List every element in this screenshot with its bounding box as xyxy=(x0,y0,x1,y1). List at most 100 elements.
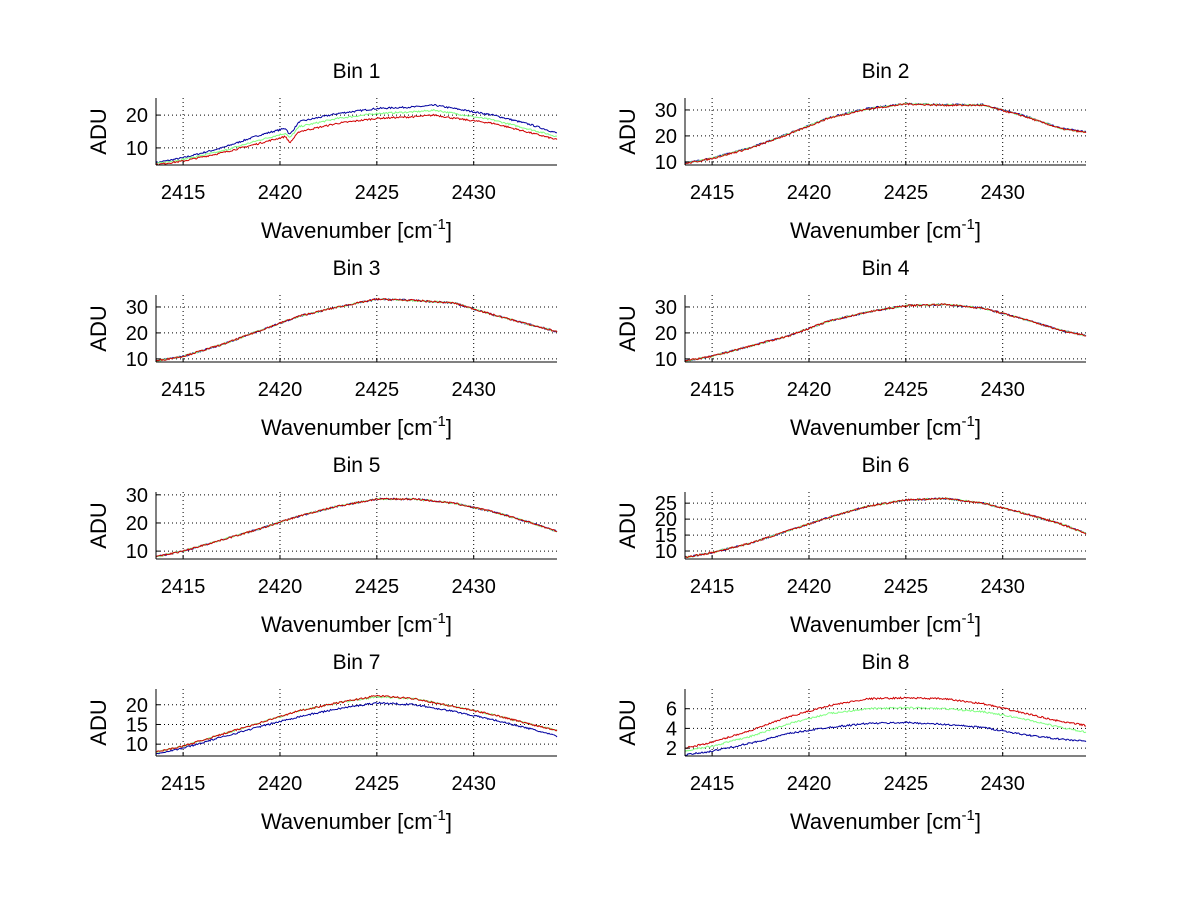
series-line-green xyxy=(155,297,558,362)
y-tick-label: 30 xyxy=(126,297,148,319)
y-tick-label: 30 xyxy=(655,297,677,319)
y-tick-label: 4 xyxy=(666,718,677,740)
x-tick-label: 2425 xyxy=(884,182,929,204)
x-tick-label: 2430 xyxy=(980,182,1025,204)
y-tick-label: 20 xyxy=(126,105,148,127)
x-tick-label: 2420 xyxy=(787,379,832,401)
subplot-title: Bin 1 xyxy=(333,60,381,83)
x-tick-label: 2425 xyxy=(884,379,929,401)
series-line-green xyxy=(684,497,1087,558)
x-tick-label: 2430 xyxy=(451,773,496,795)
series-line-blue xyxy=(684,102,1087,164)
y-tick-label: 10 xyxy=(655,152,677,174)
y-tick-label: 15 xyxy=(655,525,677,547)
x-tick-label: 2430 xyxy=(451,379,496,401)
x-tick-label: 2425 xyxy=(884,576,929,598)
x-axis-label: Wavenumber [cm-1] xyxy=(261,216,452,243)
x-tick-label: 2420 xyxy=(787,773,832,795)
y-tick-label: 10 xyxy=(126,541,148,563)
series-line-blue xyxy=(155,497,558,558)
x-tick-label: 2425 xyxy=(355,576,400,598)
series-line-blue xyxy=(155,103,557,164)
y-axis-label: ADU xyxy=(86,108,111,154)
x-tick-label: 2415 xyxy=(161,379,206,401)
subplot-2: 2415 2420 2425 2430 10 20 30 Bin 2 Wavenumber [c… xyxy=(615,60,1087,243)
x-tick-label: 2420 xyxy=(258,576,303,598)
x-tick-label: 2420 xyxy=(258,182,303,204)
x-axis-label: Wavenumber [cm-1] xyxy=(790,610,981,637)
subplot-title: Bin 4 xyxy=(862,257,910,280)
subplot-3: 2415 2420 2425 2430 10 20 30 Bin 3 Wavenumber [c… xyxy=(86,257,558,440)
series-line-green xyxy=(684,102,1087,165)
y-tick-label: 10 xyxy=(126,734,148,756)
x-tick-label: 2430 xyxy=(980,576,1025,598)
subplot-title: Bin 7 xyxy=(333,651,381,674)
subplot-title: Bin 5 xyxy=(333,454,381,477)
x-tick-label: 2415 xyxy=(161,773,206,795)
y-tick-label: 6 xyxy=(666,699,677,721)
x-tick-label: 2425 xyxy=(884,773,929,795)
x-axis-label: Wavenumber [cm-1] xyxy=(261,807,452,834)
x-tick-label: 2425 xyxy=(355,182,400,204)
series-line-red xyxy=(685,497,1087,559)
series-line-green xyxy=(155,497,558,558)
subplot-5: 2415 2420 2425 2430 10 20 30 Bin 5 Wavenumber [c… xyxy=(86,454,558,637)
y-tick-label: 20 xyxy=(655,509,677,531)
x-axis-label: Wavenumber [cm-1] xyxy=(261,413,452,440)
series-line-blue xyxy=(684,303,1087,362)
series-line-red xyxy=(155,497,558,558)
y-tick-label: 20 xyxy=(126,323,148,345)
x-tick-label: 2430 xyxy=(980,379,1025,401)
series-line-blue xyxy=(155,298,558,362)
y-tick-label: 20 xyxy=(655,323,677,345)
x-tick-label: 2420 xyxy=(787,182,832,204)
x-axis-label: Wavenumber [cm-1] xyxy=(790,216,981,243)
series-line-blue xyxy=(685,721,1087,756)
y-axis-label: ADU xyxy=(615,699,640,745)
x-tick-label: 2415 xyxy=(161,182,206,204)
subplot-8: 2415 2420 2425 2430 246 Bin 8 Wavenumber [cm-1… xyxy=(615,651,1087,834)
series-line-red xyxy=(155,694,558,753)
x-tick-label: 2415 xyxy=(690,182,735,204)
x-axis-label: Wavenumber [cm-1] xyxy=(261,610,452,637)
y-tick-label: 25 xyxy=(655,493,677,515)
x-tick-label: 2430 xyxy=(980,773,1025,795)
y-tick-label: 10 xyxy=(126,138,148,160)
series-line-blue xyxy=(155,701,558,755)
x-tick-label: 2415 xyxy=(690,773,735,795)
y-tick-label: 10 xyxy=(655,349,677,371)
subplot-1: 2415 2420 2425 2430 10 20 Bin 1 Wavenumber [cm-… xyxy=(86,60,558,243)
y-axis-label: ADU xyxy=(615,305,640,351)
y-tick-label: 15 xyxy=(126,714,148,736)
x-axis-label: Wavenumber [cm-1] xyxy=(790,413,981,440)
y-tick-label: 20 xyxy=(126,695,148,717)
y-tick-label: 30 xyxy=(126,485,148,507)
y-tick-label: 30 xyxy=(655,100,677,122)
x-tick-label: 2415 xyxy=(161,576,206,598)
y-axis-label: ADU xyxy=(86,502,111,548)
series-line-blue xyxy=(684,497,1087,559)
subplot-title: Bin 6 xyxy=(862,454,910,477)
x-tick-label: 2425 xyxy=(355,773,400,795)
y-tick-label: 10 xyxy=(655,541,677,563)
x-axis-label: Wavenumber [cm-1] xyxy=(790,807,981,834)
x-tick-label: 2420 xyxy=(258,379,303,401)
series-line-red xyxy=(155,297,558,362)
y-axis-label: ADU xyxy=(615,108,640,154)
series-line-red xyxy=(684,102,1087,165)
y-axis-label: ADU xyxy=(86,699,111,745)
series-line-red xyxy=(684,302,1087,362)
x-tick-label: 2415 xyxy=(690,576,735,598)
x-tick-label: 2430 xyxy=(451,182,496,204)
subplot-title: Bin 3 xyxy=(333,257,381,280)
x-tick-label: 2425 xyxy=(355,379,400,401)
y-axis-label: ADU xyxy=(615,502,640,548)
subplot-title: Bin 8 xyxy=(862,651,910,674)
y-axis-label: ADU xyxy=(86,305,111,351)
x-tick-label: 2430 xyxy=(451,576,496,598)
subplot-title: Bin 2 xyxy=(862,60,910,83)
